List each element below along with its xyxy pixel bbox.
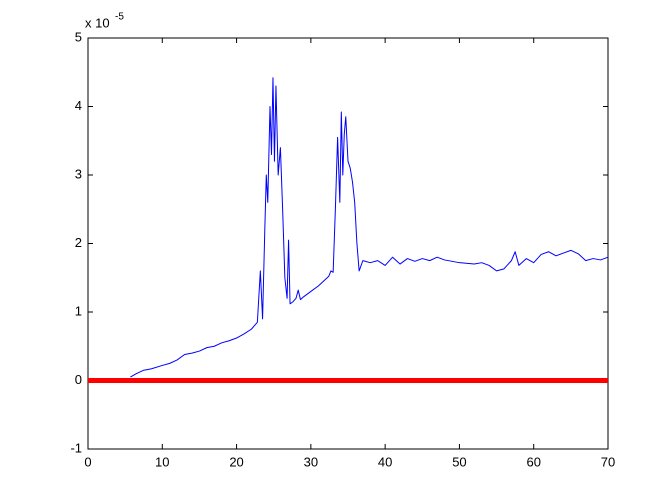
y-tick-label: 0: [75, 372, 82, 387]
y-tick-label: 5: [75, 29, 82, 44]
x-tick-label: 30: [304, 454, 318, 469]
x-tick-label: 70: [601, 454, 615, 469]
y-tick-label: -1: [70, 440, 82, 455]
x-tick-label: 10: [155, 454, 169, 469]
x-tick-label: 60: [526, 454, 540, 469]
y-tick-label: 4: [75, 98, 82, 113]
x-tick-label: 0: [84, 454, 91, 469]
plot-box: [87, 37, 609, 450]
y-scale-exponent: -5: [115, 12, 124, 23]
x-tick-label: 50: [452, 454, 466, 469]
data-line: [130, 77, 609, 378]
y-scale-label: x 10: [85, 15, 110, 30]
y-tick-label: 2: [75, 235, 82, 250]
y-tick-label: 3: [75, 166, 82, 181]
x-tick-label: 20: [229, 454, 243, 469]
y-tick-label: 1: [75, 303, 82, 318]
x-tick-label: 40: [378, 454, 392, 469]
